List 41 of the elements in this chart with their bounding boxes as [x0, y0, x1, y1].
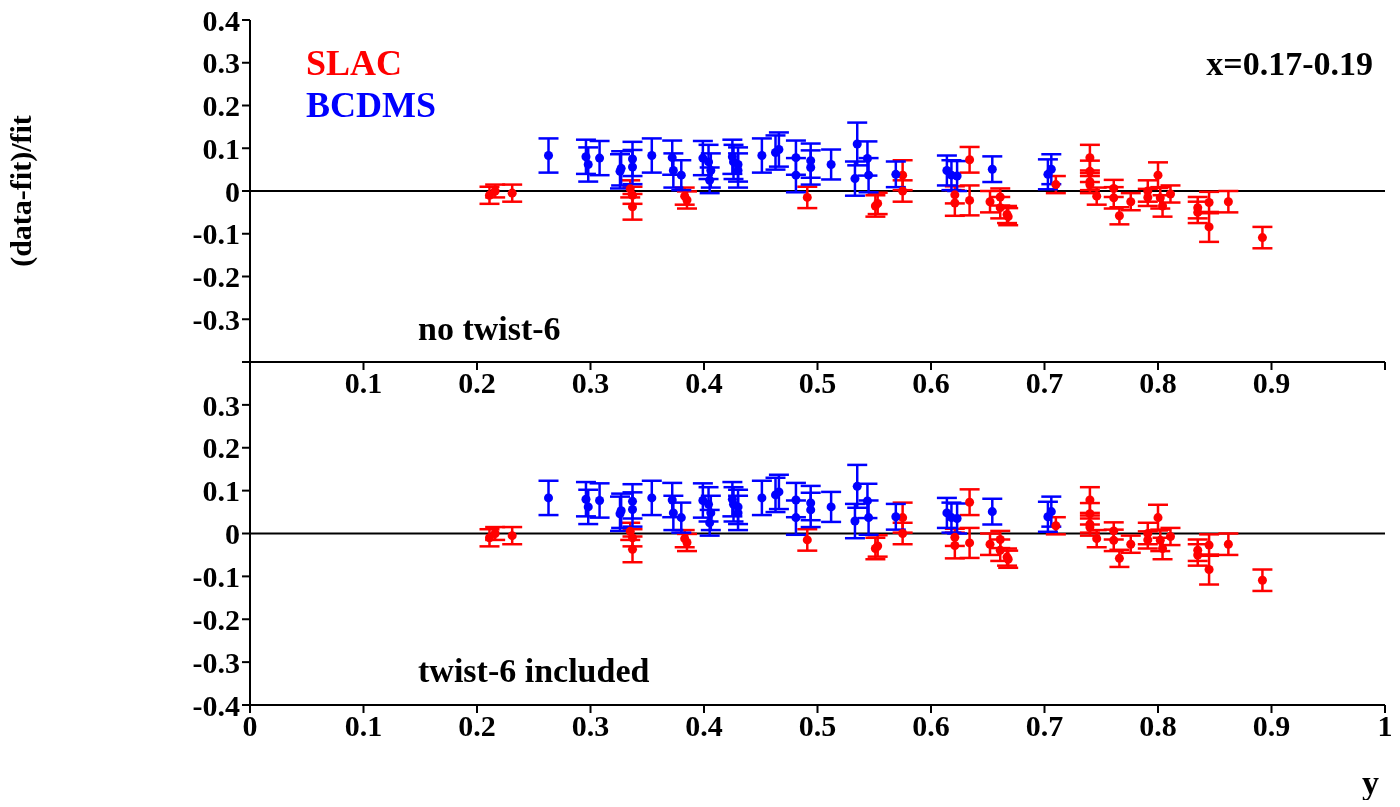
text: SLAC — [306, 42, 404, 84]
y-tick-label: -0.3 — [192, 302, 240, 336]
y-tick-label: 0 — [225, 174, 240, 208]
annotation: twist-6 included — [418, 652, 650, 689]
y-tick-label: -0.3 — [192, 645, 240, 679]
x-tick-label: 0.5 — [798, 709, 837, 743]
y-tick-label: 0.1 — [202, 131, 240, 165]
text: BCDMS — [306, 84, 437, 126]
annotation: no twist-6 — [418, 310, 561, 347]
x-tick-label: 0.5 — [798, 366, 837, 400]
x-tick-label: 0.2 — [458, 709, 496, 743]
x-tick-label: 0.4 — [685, 709, 723, 743]
y-tick-label: -0.4 — [192, 688, 240, 722]
x-tick-label: 0.3 — [571, 709, 610, 743]
y-tick-label: -0.2 — [192, 602, 240, 636]
x-tick-label: 0.8 — [1139, 366, 1177, 400]
x-tick-label: 0.3 — [571, 366, 610, 400]
y-axis-title: (data-fit)/fit — [3, 115, 38, 267]
x-tick-label: 0.1 — [344, 366, 383, 400]
x-tick-label: 0.9 — [1252, 709, 1291, 743]
x-tick-label: 1 — [1377, 709, 1393, 743]
y-tick-label: 0.4 — [202, 3, 240, 37]
y-tick-label: 0.3 — [202, 388, 240, 422]
x-tick-label: 0.8 — [1139, 709, 1177, 743]
x-tick-label: 0.7 — [1025, 709, 1064, 743]
y-tick-label: 0.3 — [202, 46, 240, 80]
y-tick-label: 0.2 — [202, 431, 240, 465]
x-tick-label: 0.9 — [1252, 366, 1291, 400]
x-tick-label: 0.2 — [458, 366, 496, 400]
x-tick-label: 0.6 — [912, 709, 950, 743]
x-tick-label: 0.7 — [1025, 366, 1064, 400]
y-tick-label: -0.1 — [192, 217, 240, 251]
x-tick-label: 0.1 — [344, 709, 383, 743]
y-tick-label: 0 — [225, 517, 240, 551]
y-tick-label: -0.1 — [192, 560, 240, 594]
y-tick-label: 0.1 — [202, 474, 240, 508]
x-tick-label: 0.4 — [685, 366, 723, 400]
y-tick-label: 0.2 — [202, 89, 240, 123]
annotation: x=0.17-0.19 — [1206, 45, 1373, 82]
y-tick-label: -0.2 — [192, 260, 240, 294]
x-tick-label: 0.6 — [912, 366, 950, 400]
